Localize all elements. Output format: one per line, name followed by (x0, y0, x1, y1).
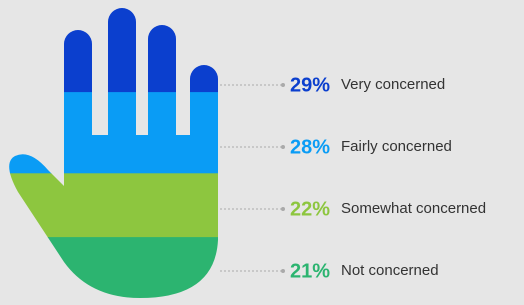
connector-dot (281, 207, 285, 211)
connector-dot (281, 269, 285, 273)
connector-dot (281, 145, 285, 149)
chart: 29% Very concerned 28% Fairly concerned 22% S… (0, 0, 524, 305)
value-label: 29% (290, 74, 330, 96)
category-label: Fairly concerned (341, 138, 452, 155)
category-label: Very concerned (341, 76, 445, 93)
connector-dot (281, 83, 285, 87)
category-label: Not concerned (341, 262, 439, 279)
page: 29% Very concerned 28% Fairly concerned 22% S… (0, 0, 524, 305)
value-label: 22% (290, 198, 330, 220)
value-label: 28% (290, 136, 330, 158)
value-label: 21% (290, 260, 330, 282)
category-label: Somewhat concerned (341, 200, 486, 217)
